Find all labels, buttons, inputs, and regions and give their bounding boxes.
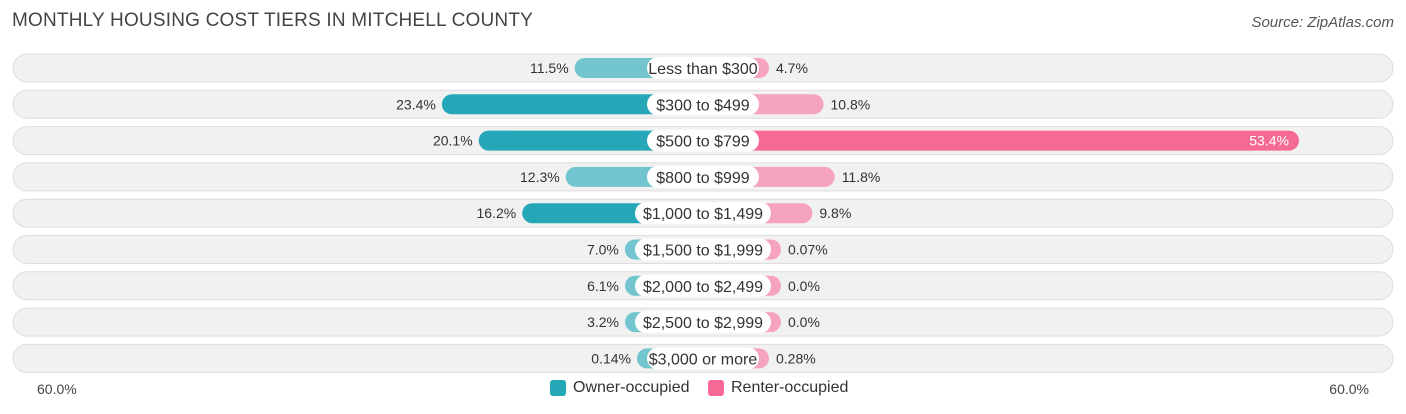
category-label: $500 to $799 bbox=[656, 134, 750, 151]
category-pill bbox=[635, 274, 771, 297]
source-credit: Source: ZipAtlas.com bbox=[1251, 14, 1394, 31]
owner-value-label: 0.14% bbox=[591, 350, 631, 366]
category-pill bbox=[647, 129, 759, 152]
category-label: $2,000 to $2,499 bbox=[643, 279, 763, 296]
legend-owner: Owner-occupied bbox=[550, 379, 690, 397]
category-pill bbox=[635, 202, 771, 225]
legend-renter-label: Renter-occupied bbox=[731, 379, 849, 396]
category-pill bbox=[647, 93, 759, 116]
renter-value-label: 53.4% bbox=[1249, 133, 1289, 149]
category-pill bbox=[647, 165, 759, 188]
owner-value-label: 12.3% bbox=[520, 169, 560, 185]
category-label: $1,000 to $1,499 bbox=[643, 206, 763, 223]
owner-bar bbox=[441, 94, 703, 115]
renter-value-label: 0.0% bbox=[788, 314, 820, 330]
category-pill bbox=[635, 238, 771, 261]
axis-right-label: 60.0% bbox=[1329, 381, 1369, 397]
category-pill bbox=[635, 311, 771, 334]
legend-owner-label: Owner-occupied bbox=[573, 379, 690, 396]
renter-value-label: 0.28% bbox=[776, 350, 816, 366]
owner-value-label: 16.2% bbox=[477, 205, 517, 221]
renter-bar bbox=[703, 130, 1299, 151]
category-label: $800 to $999 bbox=[656, 170, 750, 187]
renter-value-label: 9.8% bbox=[819, 205, 851, 221]
renter-value-label: 10.8% bbox=[831, 96, 871, 112]
renter-swatch bbox=[708, 380, 724, 396]
owner-bar bbox=[478, 130, 703, 151]
owner-value-label: 6.1% bbox=[587, 278, 619, 294]
owner-value-label: 23.4% bbox=[396, 96, 436, 112]
legend: Owner-occupied Renter-occupied bbox=[0, 379, 1406, 401]
category-label: $2,500 to $2,999 bbox=[643, 315, 763, 332]
owner-swatch bbox=[550, 380, 566, 396]
renter-value-label: 0.07% bbox=[788, 242, 828, 258]
category-label: $300 to $499 bbox=[656, 97, 750, 114]
renter-value-label: 11.8% bbox=[842, 169, 881, 185]
category-label: $3,000 or more bbox=[649, 351, 758, 368]
category-pill bbox=[647, 347, 759, 370]
renter-value-label: 4.7% bbox=[776, 60, 808, 76]
category-label: Less than $300 bbox=[648, 61, 758, 78]
owner-value-label: 20.1% bbox=[433, 133, 473, 149]
owner-value-label: 3.2% bbox=[587, 314, 619, 330]
category-label: $1,500 to $1,999 bbox=[643, 243, 763, 260]
category-pill bbox=[647, 57, 759, 79]
chart-title: MONTHLY HOUSING COST TIERS IN MITCHELL C… bbox=[12, 10, 534, 31]
legend-renter: Renter-occupied bbox=[708, 379, 848, 397]
owner-value-label: 11.5% bbox=[530, 60, 569, 76]
renter-value-label: 0.0% bbox=[788, 278, 820, 294]
axis-left-label: 60.0% bbox=[37, 381, 77, 397]
owner-value-label: 7.0% bbox=[587, 242, 619, 258]
